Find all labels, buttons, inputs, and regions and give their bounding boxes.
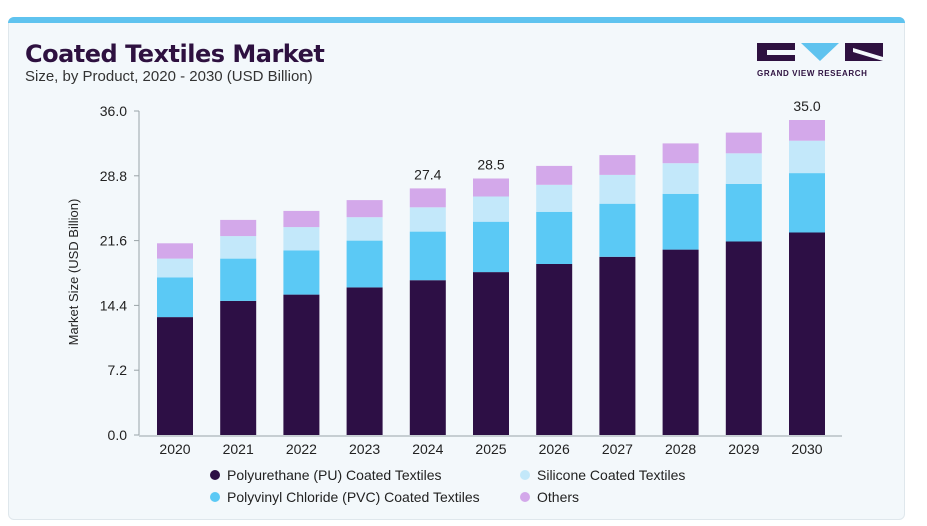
y-tick-label: 0.0	[108, 427, 128, 443]
y-tick-label: 14.4	[100, 297, 127, 313]
legend-item-pvc: Polyvinyl Chloride (PVC) Coated Textiles	[210, 489, 480, 505]
data-label-2030: 35.0	[793, 98, 820, 114]
bar-segment-pvc-2028	[662, 193, 699, 250]
x-tick-label: 2022	[286, 441, 317, 457]
legend-label-others: Others	[537, 489, 580, 505]
bar-segment-others-2020	[157, 243, 193, 259]
x-tick-label: 2025	[475, 441, 506, 457]
bar-segment-others-2021	[220, 219, 257, 237]
bar-segment-pvc-2021	[220, 258, 257, 301]
bar-segment-silicone-2030	[789, 140, 825, 174]
bar-segment-pvc-2020	[157, 277, 193, 318]
bar-segment-pu-2021	[220, 300, 257, 435]
grand-view-research-logo	[757, 43, 883, 61]
bar-segment-pvc-2029	[725, 183, 762, 242]
bar-segment-silicone-2025	[473, 196, 509, 222]
bar-segment-pu-2024	[409, 280, 446, 435]
x-tick-label: 2024	[412, 441, 443, 457]
bar-segment-silicone-2022	[283, 227, 320, 251]
y-axis-label: Market Size (USD Billion)	[66, 199, 81, 346]
y-axis: 0.0 7.2 14.4 21.6 28.8 36.0	[100, 103, 140, 443]
bars	[157, 120, 825, 435]
bar-segment-others-2027	[599, 155, 636, 175]
x-axis: 2020 2021 2022 2023 2024 2025 2026 2027 2028 2029…	[139, 435, 842, 457]
bar-segment-silicone-2021	[220, 236, 257, 259]
legend-swatch-others	[520, 492, 530, 502]
bar-segment-pvc-2022	[283, 250, 320, 295]
bar-segment-pvc-2030	[789, 173, 825, 233]
bar-segment-others-2026	[536, 165, 573, 185]
bar-segment-pu-2020	[157, 317, 193, 435]
bar-segment-pu-2023	[346, 287, 383, 435]
y-tick-label: 21.6	[100, 233, 127, 249]
bar-segment-pvc-2025	[473, 221, 509, 273]
bar-segment-pvc-2024	[409, 231, 446, 281]
bar-segment-others-2028	[662, 143, 699, 164]
bar-segment-others-2022	[283, 210, 320, 228]
bar-segment-silicone-2023	[346, 217, 383, 241]
x-tick-label: 2023	[349, 441, 380, 457]
legend-label-silicone: Silicone Coated Textiles	[537, 467, 686, 483]
bar-segment-silicone-2028	[662, 163, 699, 194]
x-tick-label: 2020	[159, 441, 190, 457]
legend-swatch-pu	[210, 470, 220, 480]
data-label-2025: 28.5	[477, 157, 504, 173]
legend-swatch-silicone	[520, 470, 530, 480]
bar-segment-others-2023	[346, 200, 383, 218]
bar-segment-silicone-2027	[599, 174, 636, 204]
bar-segment-pu-2029	[725, 241, 762, 435]
bar-segment-pu-2026	[536, 264, 573, 435]
chart-subtitle: Size, by Product, 2020 - 2030 (USD Billi…	[25, 68, 313, 85]
legend-item-others: Others	[520, 489, 579, 505]
x-tick-label: 2030	[791, 441, 822, 457]
logo-text: GRAND VIEW RESEARCH	[757, 69, 868, 78]
bar-segment-others-2029	[725, 132, 762, 154]
bar-segment-silicone-2024	[409, 207, 446, 232]
card-accent-bar	[8, 17, 905, 23]
bar-segment-pu-2027	[599, 256, 636, 435]
bar-segment-pvc-2026	[536, 211, 573, 264]
legend-label-pu: Polyurethane (PU) Coated Textiles	[227, 467, 442, 483]
legend-swatch-pvc	[210, 492, 220, 502]
x-tick-label: 2021	[223, 441, 254, 457]
x-tick-label: 2026	[539, 441, 570, 457]
bar-segment-pu-2028	[662, 249, 699, 435]
bar-segment-others-2030	[789, 120, 825, 141]
legend-item-silicone: Silicone Coated Textiles	[520, 467, 685, 483]
bar-segment-silicone-2020	[157, 258, 193, 278]
data-label-2024: 27.4	[414, 166, 441, 182]
bar-segment-silicone-2026	[536, 184, 573, 212]
bar-segment-pu-2022	[283, 294, 320, 435]
x-tick-label: 2028	[665, 441, 696, 457]
bar-segment-silicone-2029	[725, 153, 762, 184]
legend-label-pvc: Polyvinyl Chloride (PVC) Coated Textiles	[227, 489, 480, 505]
legend-item-pu: Polyurethane (PU) Coated Textiles	[210, 467, 442, 483]
y-tick-label: 7.2	[108, 362, 128, 378]
x-tick-label: 2027	[602, 441, 633, 457]
x-tick-label: 2029	[728, 441, 759, 457]
bar-segment-others-2024	[409, 188, 446, 208]
bar-segment-pvc-2023	[346, 240, 383, 288]
bar-segment-others-2025	[473, 178, 509, 197]
y-tick-label: 28.8	[100, 168, 127, 184]
y-tick-label: 36.0	[100, 103, 127, 119]
bar-segment-pu-2030	[789, 232, 825, 435]
bar-segment-pu-2025	[473, 272, 509, 435]
chart-title: Coated Textiles Market	[25, 40, 325, 68]
data-labels: 27.4 28.5 35.0	[414, 98, 821, 182]
bar-segment-pvc-2027	[599, 203, 636, 257]
